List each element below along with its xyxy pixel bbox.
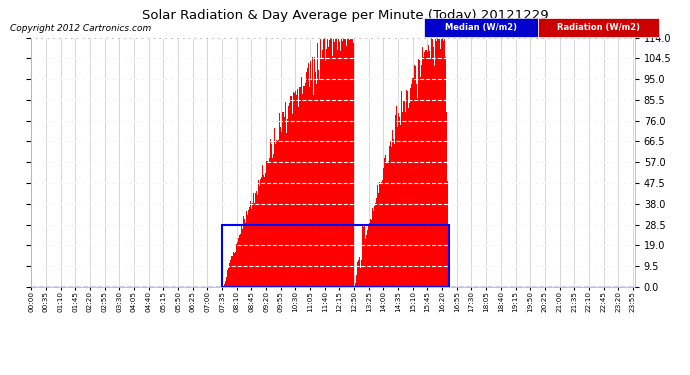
- Text: Copyright 2012 Cartronics.com: Copyright 2012 Cartronics.com: [10, 24, 152, 33]
- Bar: [221, 225, 449, 287]
- Text: Solar Radiation & Day Average per Minute (Today) 20121229: Solar Radiation & Day Average per Minute…: [141, 9, 549, 22]
- Text: Median (W/m2): Median (W/m2): [445, 23, 518, 32]
- Text: Radiation (W/m2): Radiation (W/m2): [557, 23, 640, 32]
